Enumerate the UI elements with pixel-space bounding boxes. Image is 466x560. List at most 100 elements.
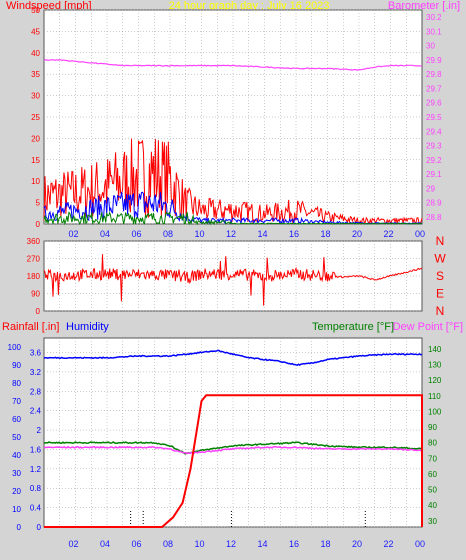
temperature-line xyxy=(43,441,423,455)
temperature-y-tick-label: 30 xyxy=(428,517,437,526)
barometer-y-tick-label: 29.8 xyxy=(426,70,442,79)
wind-y-tick-label: 30 xyxy=(31,92,40,101)
x-tick-label: 04 xyxy=(100,539,110,549)
compass-label: N xyxy=(436,304,445,318)
barometer-y-tick-label: 29.9 xyxy=(426,56,442,65)
x-tick-label: 12 xyxy=(226,229,236,239)
x-tick-label: 12 xyxy=(226,539,236,549)
barometer-y-tick-label: 29.3 xyxy=(426,142,442,151)
wind-y-tick-label: 40 xyxy=(31,49,40,58)
x-tick-label: 16 xyxy=(289,229,299,239)
wind-y-tick-label: 35 xyxy=(31,70,40,79)
rainfall-y-tick-label: 2.8 xyxy=(30,387,42,396)
temperature-y-tick-label: 100 xyxy=(428,407,442,416)
humidity-axis-title: Humidity xyxy=(66,321,109,333)
compass-label: S xyxy=(436,269,444,283)
x-tick-label: 14 xyxy=(257,229,267,239)
x-tick-label: 08 xyxy=(163,229,173,239)
humidity-y-tick-label: 90 xyxy=(12,361,21,370)
temperature-y-tick-label: 120 xyxy=(428,376,442,385)
x-tick-label: 16 xyxy=(289,539,299,549)
humidity-line xyxy=(43,349,423,367)
rainfall-y-tick-label: 3.6 xyxy=(30,349,42,358)
x-tick-label: 06 xyxy=(131,229,141,239)
rainfall-line xyxy=(44,394,423,528)
temperature-y-tick-label: 70 xyxy=(428,454,437,463)
humidity-y-tick-label: 60 xyxy=(12,415,21,424)
humidity-y-tick-label: 20 xyxy=(12,487,21,496)
barometer-y-tick-label: 29 xyxy=(426,184,435,193)
x-tick-label: 20 xyxy=(352,539,362,549)
temperature-y-tick-label: 110 xyxy=(428,392,441,401)
dew-point-axis-title: Dew Point [°F] xyxy=(393,321,463,333)
wind-direction-line xyxy=(43,254,423,306)
x-tick-label: 14 xyxy=(257,539,267,549)
x-tick-label: 18 xyxy=(320,539,330,549)
humidity-y-tick-label: 80 xyxy=(12,379,21,388)
chart-title: 24 hour graph day : July 16 2023 xyxy=(169,0,330,12)
humidity-y-tick-label: 40 xyxy=(12,451,21,460)
wind-average-line xyxy=(43,191,423,225)
windspeed-axis-title: Windspeed [mph] xyxy=(6,0,92,12)
compass-label: E xyxy=(436,287,444,301)
temperature-y-tick-label: 130 xyxy=(428,361,442,370)
direction-y-tick-label: 360 xyxy=(27,237,41,246)
humidity-y-tick-label: 0 xyxy=(17,523,22,532)
barometer-y-tick-label: 30.1 xyxy=(426,27,442,36)
humidity-y-tick-label: 70 xyxy=(12,397,21,406)
plot-area-3 xyxy=(43,337,423,528)
barometer-y-tick-label: 29.7 xyxy=(426,84,442,93)
humidity-y-tick-label: 100 xyxy=(8,343,22,352)
rainfall-y-tick-label: 0.8 xyxy=(30,484,42,493)
barometer-y-tick-label: 29.6 xyxy=(426,99,442,108)
barometer-axis-title: Barometer [.in] xyxy=(388,0,460,12)
x-tick-label: 10 xyxy=(194,539,204,549)
x-tick-label: 10 xyxy=(194,229,204,239)
wind-y-tick-label: 15 xyxy=(31,156,40,165)
x-tick-label: 18 xyxy=(320,229,330,239)
wind-y-tick-label: 10 xyxy=(31,177,40,186)
dew-point-line xyxy=(43,445,423,455)
rainfall-y-tick-label: 3.2 xyxy=(30,368,42,377)
temperature-y-tick-label: 40 xyxy=(428,501,437,510)
barometer-y-tick-label: 30 xyxy=(426,42,435,51)
temperature-axis-title: Temperature [°F] xyxy=(312,321,394,333)
x-tick-label: 04 xyxy=(100,229,110,239)
wind-y-tick-label: 0 xyxy=(36,220,41,229)
direction-y-tick-label: 0 xyxy=(36,307,41,316)
x-tick-label: 00 xyxy=(415,539,425,549)
barometer-y-tick-label: 29.2 xyxy=(426,156,442,165)
rainfall-y-tick-label: 2 xyxy=(37,426,42,435)
wind-y-tick-label: 25 xyxy=(31,113,40,122)
barometer-y-tick-label: 29.1 xyxy=(426,170,442,179)
barometer-y-tick-label: 28.8 xyxy=(426,213,442,222)
compass-label: W xyxy=(434,252,446,266)
rainfall-y-tick-label: 0 xyxy=(37,523,42,532)
barometer-y-tick-label: 28.9 xyxy=(426,199,442,208)
wind-y-tick-label: 20 xyxy=(31,134,40,143)
wind-y-tick-label: 50 xyxy=(31,6,40,15)
barometer-line xyxy=(43,58,423,71)
x-tick-label: 02 xyxy=(68,539,78,549)
x-tick-label: 02 xyxy=(68,229,78,239)
wind-low-line xyxy=(43,211,423,226)
rainfall-axis-title: Rainfall [.in] xyxy=(2,321,59,333)
wind-y-tick-label: 45 xyxy=(31,27,40,36)
direction-y-tick-label: 90 xyxy=(31,290,40,299)
x-tick-label: 22 xyxy=(383,229,393,239)
barometer-y-tick-label: 29.5 xyxy=(426,113,442,122)
temperature-y-tick-label: 90 xyxy=(428,423,437,432)
barometer-y-tick-label: 30.2 xyxy=(426,13,442,22)
temperature-y-tick-label: 50 xyxy=(428,486,437,495)
temperature-y-tick-label: 140 xyxy=(428,345,442,354)
x-tick-label: 22 xyxy=(383,539,393,549)
rainfall-y-tick-label: 0.4 xyxy=(30,504,42,513)
rainfall-y-tick-label: 2.4 xyxy=(30,407,42,416)
humidity-y-tick-label: 30 xyxy=(12,469,21,478)
x-tick-label: 08 xyxy=(163,539,173,549)
x-tick-label: 06 xyxy=(131,539,141,549)
x-tick-label: 20 xyxy=(352,229,362,239)
humidity-y-tick-label: 50 xyxy=(12,433,21,442)
